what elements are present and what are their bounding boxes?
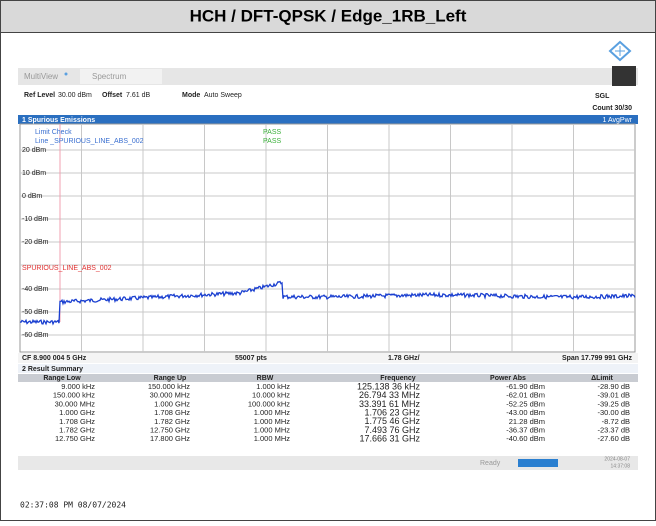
- column-header: Frequency: [380, 375, 416, 382]
- trace: [19, 280, 636, 326]
- column-header: Range Up: [154, 375, 187, 382]
- label: Ref Level: [24, 92, 55, 99]
- cell: 12.750 GHz: [55, 434, 95, 443]
- count: Count 30/30: [592, 105, 632, 112]
- span: Span 17.799 991 GHz: [562, 355, 633, 362]
- trace-label: 1 AvgPwr: [603, 117, 633, 124]
- cell: 150.000 kHz: [148, 382, 190, 391]
- cell: 26.794 33 MHz: [359, 390, 421, 400]
- tab-dot: [64, 72, 68, 76]
- cell: -40.60 dBm: [506, 434, 545, 443]
- limit-check: Limit Check: [35, 129, 72, 136]
- cell: 17.666 31 GHz: [359, 434, 420, 444]
- cell: 7.493 76 GHz: [364, 425, 420, 435]
- cell: -23.37 dB: [597, 425, 630, 434]
- cell: 1.000 MHz: [254, 425, 291, 434]
- menu-button[interactable]: [612, 66, 636, 86]
- timestamp: 02:37:08 PM 08/07/2024: [20, 501, 126, 510]
- cell: -52.25 dBm: [506, 399, 545, 408]
- cell: 1.708 GHz: [154, 408, 190, 417]
- per-div: 1.78 GHz/: [388, 355, 420, 362]
- sgl: SGL: [595, 93, 610, 100]
- table-header-bar: [18, 364, 638, 373]
- cell: 1.708 GHz: [59, 417, 95, 426]
- y-label: -20 dBm: [22, 239, 49, 246]
- cell: -8.72 dB: [602, 417, 630, 426]
- plot-title: 1 Spurious Emissions: [22, 117, 95, 124]
- value: 7.61 dB: [126, 92, 150, 99]
- cell: 1.782 GHz: [154, 417, 190, 426]
- y-label: 20 dBm: [22, 147, 46, 154]
- limit-line-name: Line _SPURIOUS_LINE_ABS_002: [35, 138, 144, 145]
- points: 55007 pts: [235, 355, 267, 362]
- progress: [518, 459, 558, 467]
- cell: -28.90 dB: [597, 382, 630, 391]
- cell: 150.000 kHz: [53, 391, 95, 400]
- cell: 1.000 GHz: [154, 399, 190, 408]
- column-header: Power Abs: [490, 375, 526, 382]
- y-label: 10 dBm: [22, 170, 46, 177]
- limit-line-label: SPURIOUS_LINE_ABS_002: [22, 265, 112, 272]
- cell: 1.000 kHz: [256, 382, 290, 391]
- tab-active[interactable]: [80, 69, 162, 84]
- cell: -62.01 dBm: [506, 391, 545, 400]
- cell: 1.000 MHz: [254, 417, 291, 426]
- label: Mode: [182, 92, 200, 99]
- center-freq: CF 8.900 004 5 GHz: [22, 355, 87, 362]
- status: Ready: [480, 460, 501, 467]
- cell: 125.138 36 kHz: [357, 381, 421, 391]
- cell: 1.000 GHz: [59, 408, 95, 417]
- cell: 30.000 MHz: [55, 399, 96, 408]
- cell: 10.000 kHz: [252, 391, 290, 400]
- cell: -27.60 dB: [597, 434, 630, 443]
- cell: -39.01 dB: [597, 391, 630, 400]
- status-bar: [18, 456, 638, 470]
- tab[interactable]: MultiView: [24, 72, 58, 81]
- column-header: RBW: [257, 375, 274, 382]
- axis-bar: [18, 353, 638, 363]
- cell: 21.28 dBm: [509, 417, 545, 426]
- title: HCH / DFT-QPSK / Edge_1RB_Left: [190, 6, 467, 25]
- y-label: -40 dBm: [22, 286, 49, 293]
- cell: 1.706 23 GHz: [364, 407, 420, 417]
- cell: -61.90 dBm: [506, 382, 545, 391]
- value: 30.00 dBm: [58, 92, 92, 99]
- logo: [608, 40, 632, 62]
- y-label: -60 dBm: [22, 332, 49, 339]
- cell: 33.391 61 MHz: [359, 399, 421, 409]
- cell: -30.00 dB: [597, 408, 630, 417]
- cell: -39.25 dB: [597, 399, 630, 408]
- y-label: 0 dBm: [22, 193, 42, 200]
- cell: 30.000 MHz: [150, 391, 191, 400]
- tab: Spectrum: [92, 72, 127, 81]
- column-header: ΔLimit: [591, 375, 613, 382]
- date: 2024-08-07: [604, 456, 630, 462]
- cell: 1.000 MHz: [254, 434, 291, 443]
- cell: 12.750 GHz: [150, 425, 190, 434]
- column-header: Range Low: [43, 375, 81, 382]
- cell: 100.000 kHz: [248, 399, 290, 408]
- y-label: -50 dBm: [22, 309, 49, 316]
- cell: 1.775 46 GHz: [364, 416, 420, 426]
- cell: 17.800 GHz: [150, 434, 190, 443]
- cell: 1.782 GHz: [59, 425, 95, 434]
- value: Auto Sweep: [204, 92, 242, 99]
- cell: 1.000 MHz: [254, 408, 291, 417]
- plot-header: [18, 115, 638, 124]
- label: Offset: [102, 92, 123, 99]
- cell: -43.00 dBm: [506, 408, 545, 417]
- tab-strip: [18, 68, 638, 85]
- title-bar: [0, 0, 656, 33]
- table: Range Low Range Up RBW Frequency Power Abs ΔL…: [43, 375, 630, 444]
- pass: PASS: [263, 138, 281, 145]
- time: 14:37:08: [611, 463, 631, 469]
- cell: 9.000 kHz: [61, 382, 95, 391]
- y-label: -10 dBm: [22, 216, 49, 223]
- cell: -36.37 dBm: [506, 425, 545, 434]
- table-title: 2 Result Summary: [22, 366, 83, 373]
- pass: PASS: [263, 129, 281, 136]
- grid: [20, 124, 635, 352]
- table-column-bar: [18, 374, 638, 382]
